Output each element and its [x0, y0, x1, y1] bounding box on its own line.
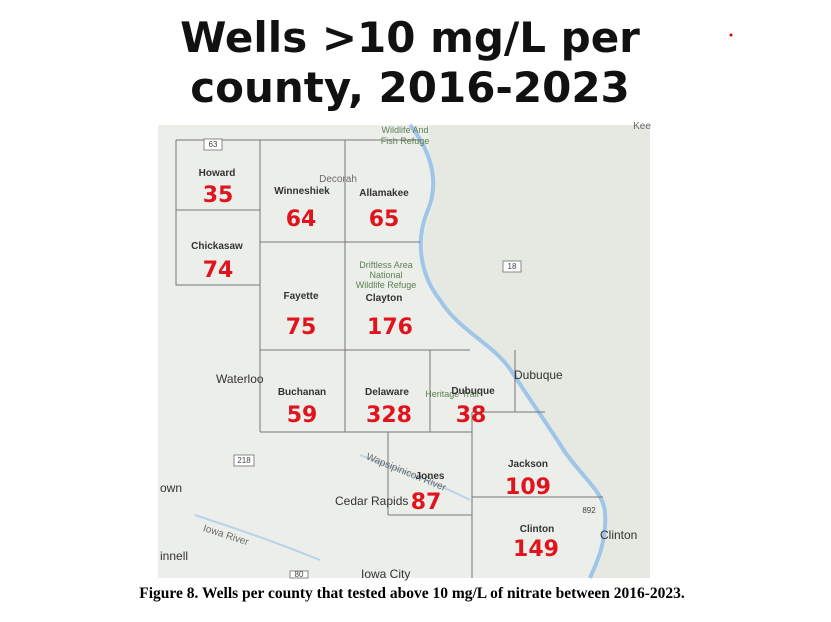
map-label: Waterloo: [216, 372, 264, 386]
dot: [729, 33, 733, 37]
county-count: 65: [369, 207, 400, 232]
map-label: Cedar Rapids: [335, 494, 408, 508]
map: Wildlife And Fish Refuge Decorah Driftle…: [158, 121, 651, 581]
route-shield: [233, 454, 255, 467]
county-count: 109: [505, 475, 551, 500]
border: [175, 140, 260, 286]
county-name: Delaware: [365, 387, 409, 398]
land-east: [423, 125, 650, 578]
county-name: Jackson: [508, 459, 548, 470]
map-label: Fish Refuge: [381, 136, 430, 146]
county-name: Allamakee: [359, 188, 409, 199]
map-label: Iowa City: [361, 567, 410, 581]
county-name: Clinton: [520, 524, 554, 535]
river: [359, 454, 471, 501]
county-name: Dubuque: [451, 386, 495, 397]
county-count: 75: [286, 315, 317, 340]
route-number: 218: [237, 456, 251, 465]
route-shield: [203, 138, 223, 151]
route-number: 18: [508, 262, 517, 271]
county-count: 176: [367, 315, 413, 340]
route-shield: [289, 570, 309, 579]
map-label: innell: [160, 549, 188, 563]
county-count: 64: [286, 207, 317, 232]
map-label: Kee: [633, 121, 651, 132]
title-line: county, 2016-2023: [190, 63, 630, 112]
river: [194, 514, 321, 561]
county-name: Howard: [199, 168, 236, 179]
county-name: Chickasaw: [191, 241, 243, 252]
map-label: Wildlife Refuge: [356, 280, 417, 290]
county-count: 87: [411, 490, 442, 515]
county-name: Fayette: [283, 291, 318, 302]
county-labels: Howard 35 Chickasaw 74 Winneshiek 64 Allamakee…: [191, 168, 559, 562]
county-name: Buchanan: [278, 387, 326, 398]
caption: Figure 8. Wells per county that tested a…: [139, 585, 685, 602]
map-label: own: [160, 481, 182, 495]
map-label: Wildlife And: [381, 125, 428, 135]
county-count: 149: [513, 537, 559, 562]
map-label: 892: [582, 506, 596, 515]
map-label: Clinton: [600, 528, 637, 542]
county-count: 74: [203, 258, 234, 283]
map-label: Driftless Area: [359, 260, 413, 270]
title-line: Wells >10 mg/L per: [180, 13, 640, 62]
river: [408, 123, 608, 579]
route-number: 80: [295, 570, 304, 579]
map-label: National: [369, 270, 402, 280]
route-number: 63: [209, 140, 218, 149]
county-name: Clayton: [366, 293, 403, 304]
county-name: Jones: [416, 471, 445, 482]
county-count: 35: [203, 183, 234, 208]
county-count: 38: [456, 403, 487, 428]
county-name: Winneshiek: [274, 186, 330, 197]
map-label: Heritage Trail: [425, 389, 479, 399]
county-count: 59: [287, 403, 318, 428]
map-label: Dubuque: [514, 368, 563, 382]
map-label: Decorah: [319, 174, 357, 185]
county-count: 328: [366, 403, 412, 428]
route-shield: [502, 260, 522, 273]
